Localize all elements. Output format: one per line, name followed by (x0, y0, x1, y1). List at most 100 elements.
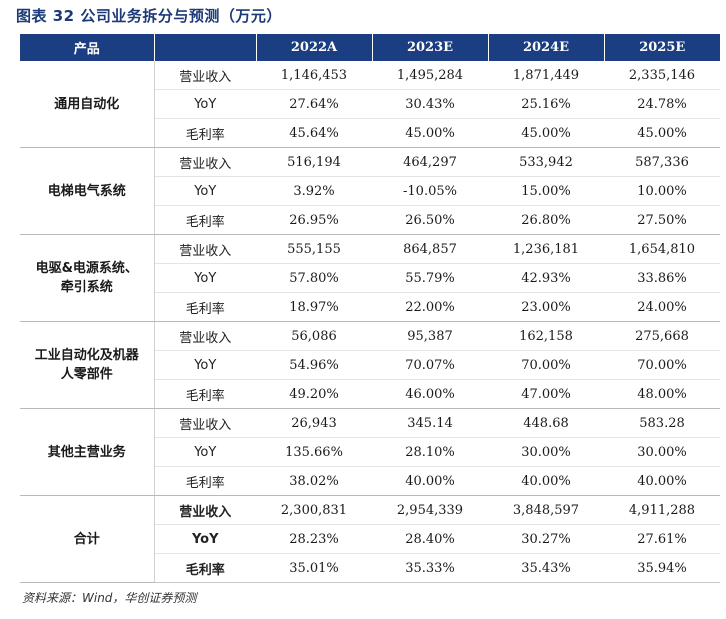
value-cell: 864,857 (372, 234, 488, 264)
value-cell: 30.00% (604, 437, 720, 467)
product-name-line: 工业自动化及机器 (34, 348, 139, 363)
value-cell: 40.00% (488, 466, 604, 496)
metric-label: 营业收入 (154, 61, 256, 90)
table-row: 其他主营业务 营业收入 26,943 345.14 448.68 583.28 (20, 408, 720, 496)
value-cell: 26.80% (488, 205, 604, 235)
value-cell: 45.00% (488, 118, 604, 148)
value-cell: 40.00% (372, 466, 488, 496)
product-name-line: 电驱&电源系统、 (35, 261, 138, 276)
value-cell: 533,942 (488, 147, 604, 177)
value-cell: 2,300,831 (256, 495, 372, 525)
metric-label: YoY (154, 263, 256, 293)
product-name-line: 牵引系统 (60, 280, 113, 295)
header-2023e: 2023E (372, 34, 489, 61)
metric-label: 营业收入 (154, 234, 256, 264)
value-cell: 10.00% (604, 176, 720, 206)
value-cell: 70.00% (488, 350, 604, 380)
value-cell: 4,911,288 (604, 495, 720, 525)
value-cell: 48.00% (604, 379, 720, 409)
metric-label: 营业收入 (154, 321, 256, 351)
value-cell: 35.33% (372, 553, 488, 583)
product-name: 合计 (20, 495, 155, 583)
value-cell: 2,954,339 (372, 495, 488, 525)
value-cell: 28.10% (372, 437, 488, 467)
value-cell: 46.00% (372, 379, 488, 409)
header-2025e: 2025E (604, 34, 720, 61)
table-row: 合计 营业收入 2,300,831 2,954,339 3,848,597 4,911,2… (20, 495, 720, 583)
source-note: 资料来源：Wind，华创证券预测 (22, 591, 197, 605)
value-cell: 25.16% (488, 89, 604, 119)
table-row: YoY 28.23% 28.40% 30.27% 27.61% (20, 524, 720, 554)
value-cell: 555,155 (256, 234, 372, 264)
metric-label: 毛利率 (154, 466, 256, 496)
table-row: 毛利率 45.64% 45.00% 45.00% 45.00% (20, 118, 720, 148)
table-row: 毛利率 26.95% 26.50% 26.80% 27.50% (20, 205, 720, 235)
value-cell: 24.00% (604, 292, 720, 322)
metric-label: YoY (154, 176, 256, 206)
value-cell: -10.05% (372, 176, 488, 206)
value-cell: 33.86% (604, 263, 720, 293)
value-cell: 38.02% (256, 466, 372, 496)
value-cell: 1,871,449 (488, 61, 604, 90)
value-cell: 3.92% (256, 176, 372, 206)
value-cell: 28.23% (256, 524, 372, 554)
table-row: YoY 27.64% 30.43% 25.16% 24.78% (20, 89, 720, 119)
metric-label: 营业收入 (154, 408, 256, 438)
table-row: YoY 3.92% -10.05% 15.00% 10.00% (20, 176, 720, 206)
value-cell: 30.00% (488, 437, 604, 467)
value-cell: 583.28 (604, 408, 720, 438)
value-cell: 24.78% (604, 89, 720, 119)
header-metric (154, 34, 257, 61)
value-cell: 55.79% (372, 263, 488, 293)
value-cell: 45.00% (372, 118, 488, 148)
value-cell: 2,335,146 (604, 61, 720, 90)
metric-label: YoY (154, 437, 256, 467)
metric-label: 毛利率 (154, 379, 256, 409)
value-cell: 23.00% (488, 292, 604, 322)
value-cell: 275,668 (604, 321, 720, 351)
value-cell: 70.00% (604, 350, 720, 380)
value-cell: 18.97% (256, 292, 372, 322)
value-cell: 57.80% (256, 263, 372, 293)
header-product: 产品 (20, 34, 155, 61)
table-body: 通用自动化 营业收入 1,146,453 1,495,284 1,871,449 2,33… (20, 61, 720, 583)
value-cell: 3,848,597 (488, 495, 604, 525)
value-cell: 1,495,284 (372, 61, 488, 90)
value-cell: 22.00% (372, 292, 488, 322)
metric-label: 毛利率 (154, 553, 256, 583)
value-cell: 95,387 (372, 321, 488, 351)
metric-label: 营业收入 (154, 147, 256, 177)
value-cell: 464,297 (372, 147, 488, 177)
forecast-table: 产品 2022A 2023E 2024E 2025E 通用自动化 营业收入 1,14… (20, 34, 720, 583)
product-name: 电驱&电源系统、 牵引系统 (20, 234, 155, 322)
value-cell: 28.40% (372, 524, 488, 554)
value-cell: 30.27% (488, 524, 604, 554)
table-row: 毛利率 35.01% 35.33% 35.43% 35.94% (20, 553, 720, 583)
header-2022a: 2022A (256, 34, 373, 61)
metric-label: 毛利率 (154, 205, 256, 235)
value-cell: 35.94% (604, 553, 720, 583)
value-cell: 345.14 (372, 408, 488, 438)
value-cell: 47.00% (488, 379, 604, 409)
header-row: 产品 2022A 2023E 2024E 2025E (20, 34, 720, 61)
figure-title: 图表 32 公司业务拆分与预测（万元） (16, 7, 282, 25)
product-name: 电梯电气系统 (20, 147, 155, 235)
metric-label: 毛利率 (154, 118, 256, 148)
value-cell: 70.07% (372, 350, 488, 380)
value-cell: 35.43% (488, 553, 604, 583)
value-cell: 27.64% (256, 89, 372, 119)
value-cell: 26.95% (256, 205, 372, 235)
value-cell: 56,086 (256, 321, 372, 351)
product-name: 工业自动化及机器 人零部件 (20, 321, 155, 409)
metric-label: YoY (154, 524, 256, 554)
value-cell: 162,158 (488, 321, 604, 351)
header-2024e: 2024E (488, 34, 605, 61)
value-cell: 15.00% (488, 176, 604, 206)
value-cell: 587,336 (604, 147, 720, 177)
value-cell: 26,943 (256, 408, 372, 438)
table-row: 电梯电气系统 营业收入 516,194 464,297 533,942 587,336 (20, 147, 720, 235)
table-row: YoY 135.66% 28.10% 30.00% 30.00% (20, 437, 720, 467)
table-row: YoY 54.96% 70.07% 70.00% 70.00% (20, 350, 720, 380)
table-row: 工业自动化及机器 人零部件 营业收入 56,086 95,387 162,158 275,6… (20, 321, 720, 409)
metric-label: 毛利率 (154, 292, 256, 322)
